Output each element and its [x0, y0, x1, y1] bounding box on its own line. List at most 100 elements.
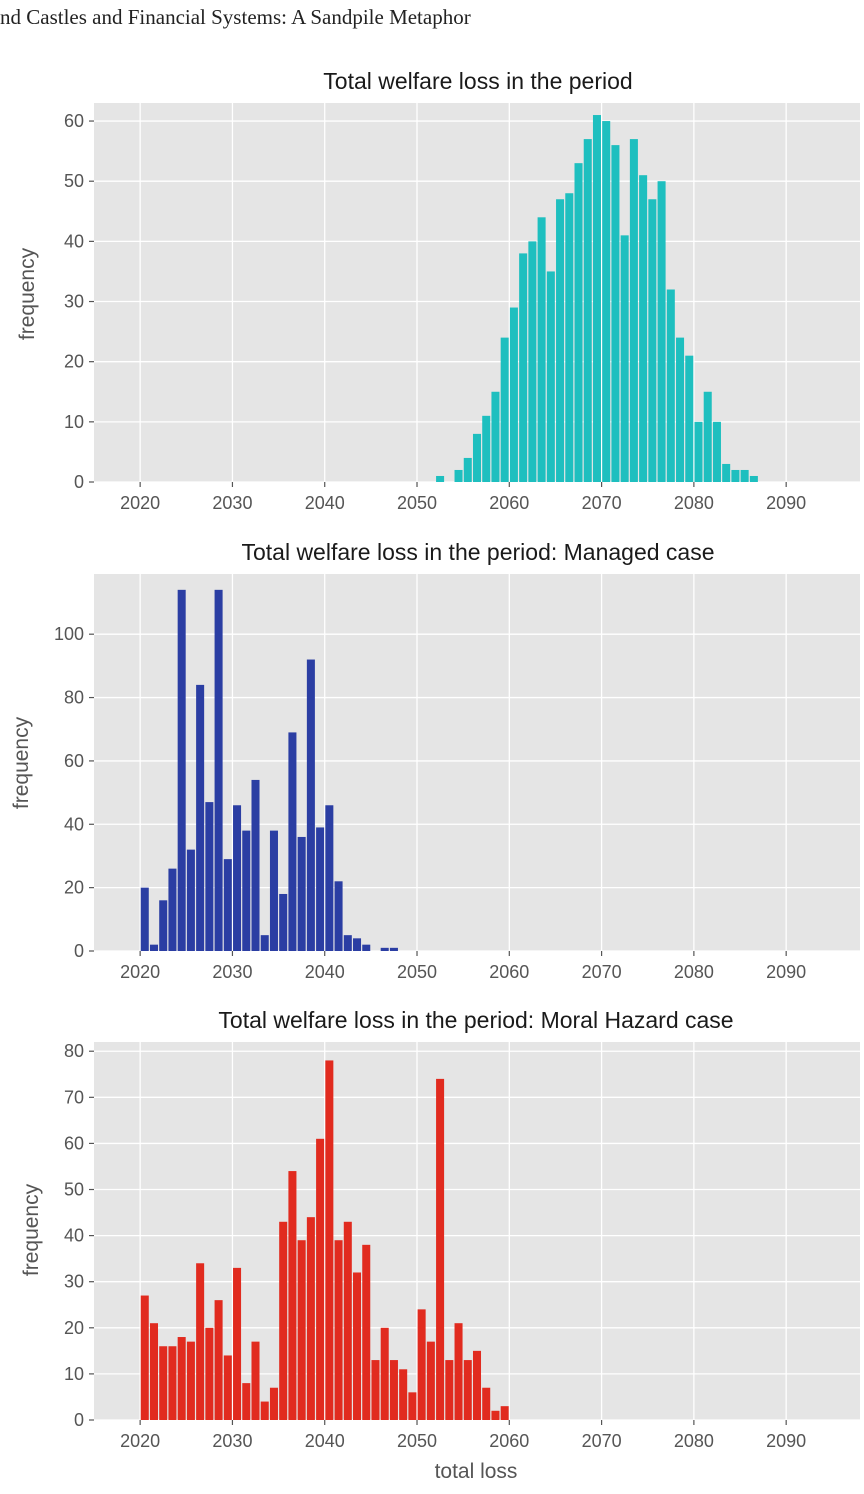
x-tick-label: 2080: [674, 1431, 714, 1451]
y-tick-label: 0: [74, 941, 84, 961]
histogram-bar: [565, 193, 574, 482]
histogram-bar: [685, 355, 694, 482]
histogram-bar: [472, 1350, 482, 1420]
histogram-panel-moral-hazard: 2020 2030 2040 2050 2060 2070 2080 209001020304…: [20, 1007, 860, 1483]
histogram-bar: [214, 589, 223, 951]
histogram-bar: [556, 199, 565, 482]
histogram-bar: [620, 235, 629, 482]
histogram-bar: [214, 1300, 223, 1420]
histogram-bar: [149, 944, 159, 951]
y-axis-label: frequency: [20, 1183, 43, 1276]
histogram-bar: [325, 805, 334, 951]
histogram-bar: [279, 1221, 288, 1420]
y-tick-label: 50: [64, 1180, 84, 1200]
histogram-bar: [279, 893, 288, 951]
histogram-bar: [426, 1341, 435, 1420]
histogram-bar: [740, 469, 749, 482]
histogram-bar: [334, 1240, 343, 1420]
x-tick-label: 2040: [305, 1431, 345, 1451]
plot-area: 2020 2030 2040 2050 2060 2070 2080 209001020304…: [64, 1041, 860, 1451]
histogram-bar: [334, 881, 343, 951]
histogram-bar: [140, 1295, 149, 1420]
x-tick-label: 2070: [582, 493, 622, 513]
histogram-bar: [177, 589, 186, 951]
histogram-bar: [353, 1272, 362, 1420]
page-header: nd Castles and Financial Systems: A Sand…: [0, 5, 471, 29]
histogram-bar: [509, 307, 518, 482]
histogram-bar: [223, 1355, 232, 1420]
histogram-bar: [657, 181, 666, 482]
y-tick-label: 20: [64, 1318, 84, 1338]
histogram-bar: [399, 1369, 408, 1420]
x-axis-label: total loss: [435, 1460, 518, 1483]
y-tick-label: 40: [64, 1226, 84, 1246]
histogram-bar: [269, 830, 278, 951]
histogram-bar: [177, 1337, 186, 1420]
x-tick-label: 2040: [305, 493, 345, 513]
histogram-bar: [445, 1360, 454, 1420]
chart-title: Total welfare loss in the period: Manage…: [241, 539, 714, 565]
histogram-bar: [574, 163, 583, 482]
y-tick-label: 10: [64, 412, 84, 432]
histogram-bar: [472, 433, 482, 482]
histogram-bar: [722, 463, 731, 482]
histogram-bar: [500, 1406, 509, 1420]
y-tick-label: 30: [64, 292, 84, 312]
y-axis-label: frequency: [10, 716, 33, 809]
x-tick-label: 2050: [397, 1431, 437, 1451]
histogram-bar: [140, 887, 149, 951]
plot-area: 2020 2030 2040 2050 2060 2070 2080 209001020304…: [64, 103, 860, 513]
histogram-bar: [297, 836, 306, 951]
y-tick-label: 30: [64, 1272, 84, 1292]
y-tick-label: 20: [64, 352, 84, 372]
histogram-bar: [196, 1263, 205, 1420]
histogram-bar: [639, 175, 648, 482]
histogram-panel-total: 2020 2030 2040 2050 2060 2070 2080 209001020304…: [16, 68, 860, 513]
histogram-bar: [482, 415, 491, 482]
histogram-bar: [242, 1383, 251, 1420]
histogram-bar: [196, 684, 205, 951]
histogram-bar: [648, 199, 657, 482]
y-tick-label: 20: [64, 878, 84, 898]
chart-title: Total welfare loss in the period: [323, 68, 632, 94]
histogram-bar: [316, 1138, 325, 1420]
histogram-bar: [408, 1392, 417, 1420]
histogram-bar: [629, 139, 638, 482]
y-axis-label: frequency: [16, 247, 39, 340]
histogram-bar: [463, 1360, 472, 1420]
histogram-bar: [666, 289, 675, 482]
x-tick-label: 2080: [674, 962, 714, 982]
x-tick-label: 2060: [489, 493, 529, 513]
y-tick-label: 80: [64, 1041, 84, 1061]
x-tick-label: 2030: [212, 1431, 252, 1451]
histogram-bar: [694, 421, 703, 482]
histogram-bar: [233, 805, 242, 951]
histogram-panel-managed: 2020 2030 2040 2050 2060 2070 2080 209002040608…: [10, 539, 860, 982]
histogram-bar: [297, 1240, 306, 1420]
histogram-bar: [436, 475, 445, 482]
histogram-bar: [260, 935, 269, 951]
histogram-bar: [186, 849, 195, 951]
histogram-bar: [306, 1217, 315, 1420]
x-tick-label: 2030: [212, 493, 252, 513]
histogram-bar: [519, 253, 528, 482]
histogram-bar: [454, 1323, 463, 1420]
histogram-bar: [269, 1387, 278, 1420]
histogram-bar: [528, 241, 537, 482]
x-tick-label: 2090: [766, 1431, 806, 1451]
x-tick-label: 2040: [305, 962, 345, 982]
plot-area: 2020 2030 2040 2050 2060 2070 2080 209002040608…: [54, 574, 860, 982]
histogram-bar: [389, 947, 398, 951]
histogram-bar: [712, 421, 721, 482]
x-tick-label: 2020: [120, 1431, 160, 1451]
histogram-bar: [749, 475, 758, 482]
histogram-bar: [380, 1327, 389, 1420]
histogram-bar: [417, 1309, 426, 1420]
x-tick-label: 2060: [489, 962, 529, 982]
histogram-bar: [168, 868, 177, 951]
y-tick-label: 50: [64, 171, 84, 191]
x-tick-label: 2060: [489, 1431, 529, 1451]
x-tick-label: 2030: [212, 962, 252, 982]
histogram-bar: [159, 1346, 168, 1420]
histogram-bar: [205, 802, 214, 951]
